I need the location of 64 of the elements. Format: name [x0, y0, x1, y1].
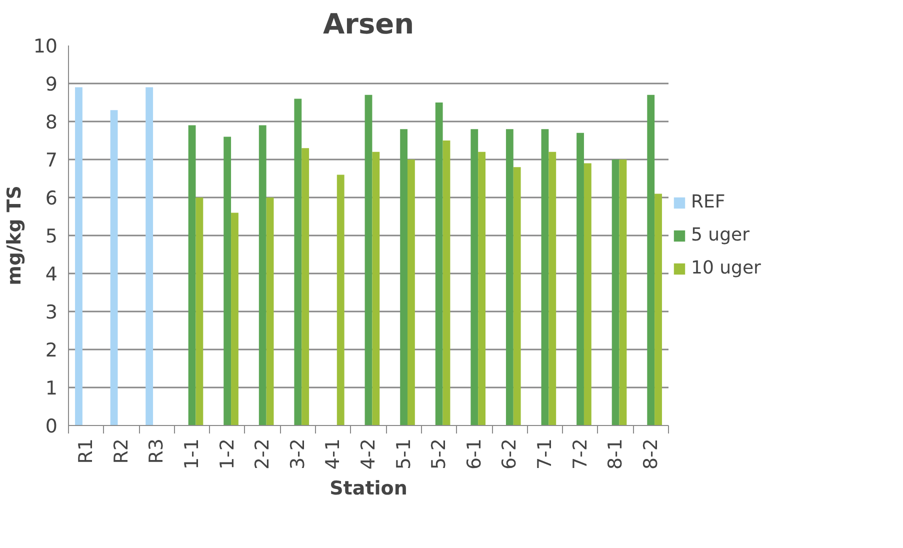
bar	[470, 129, 478, 426]
bar	[612, 160, 620, 426]
bar	[541, 129, 549, 426]
y-axis-title: mg/kg TS	[3, 186, 26, 286]
y-tick-label: 2	[45, 340, 58, 362]
bar	[231, 212, 238, 426]
y-tick-label: 3	[45, 302, 58, 324]
x-axis-title: Station	[330, 478, 408, 500]
bar	[336, 174, 344, 426]
bar	[654, 194, 662, 426]
bar	[372, 152, 380, 426]
y-tick-label: 8	[45, 112, 58, 134]
x-tick-label: 3-2	[286, 438, 309, 470]
bar	[266, 198, 274, 426]
bar	[302, 148, 310, 426]
x-tick-label: 7-2	[569, 438, 592, 470]
x-tick-label: 8-1	[604, 438, 627, 470]
x-tick-label: R3	[146, 438, 168, 464]
x-tick-label: R2	[110, 438, 132, 464]
bar	[584, 163, 592, 426]
x-tick-label: R1	[75, 438, 98, 464]
bar	[146, 87, 154, 426]
x-tick-label: 4-2	[358, 438, 380, 470]
y-tick-label: 0	[45, 416, 58, 438]
x-tick-label: 8-2	[640, 438, 662, 470]
bar	[408, 160, 415, 426]
legend-label: REF	[691, 192, 726, 212]
y-tick-label: 10	[33, 36, 58, 58]
chart-title: Arsen	[322, 8, 414, 40]
x-tick-label: 5-2	[428, 438, 450, 470]
legend-label: 10 uger	[691, 258, 761, 278]
y-tick-label: 6	[45, 188, 58, 210]
bar	[513, 167, 521, 426]
legend-label: 5 uger	[691, 224, 750, 246]
bar	[364, 94, 372, 426]
bar	[110, 110, 118, 426]
bar	[224, 136, 232, 426]
bar	[647, 94, 655, 426]
bar	[400, 129, 408, 426]
bar	[258, 125, 266, 426]
y-tick-label: 5	[45, 226, 58, 248]
bar	[619, 160, 627, 426]
x-tick-label: 1-1	[181, 438, 204, 470]
x-tick-label: 5-1	[392, 438, 415, 470]
y-tick-label: 4	[45, 264, 58, 286]
bar	[188, 125, 196, 426]
x-tick-label: 2-2	[252, 438, 274, 470]
bar	[294, 98, 302, 426]
x-tick-label: 7-1	[534, 438, 556, 470]
bar	[75, 87, 82, 426]
bar	[576, 132, 584, 426]
bar	[506, 129, 514, 426]
bar	[442, 140, 450, 426]
bar	[196, 198, 204, 426]
y-tick-label: 9	[45, 74, 58, 96]
y-tick-label: 1	[45, 378, 58, 400]
y-tick-label: 7	[45, 150, 58, 172]
x-tick-label: 1-2	[216, 438, 238, 470]
x-tick-label: 4-1	[322, 438, 344, 470]
bar	[478, 152, 486, 426]
bar	[435, 102, 443, 426]
x-tick-label: 6-1	[463, 438, 486, 470]
bar	[548, 152, 556, 426]
x-tick-label: 6-2	[498, 438, 521, 470]
